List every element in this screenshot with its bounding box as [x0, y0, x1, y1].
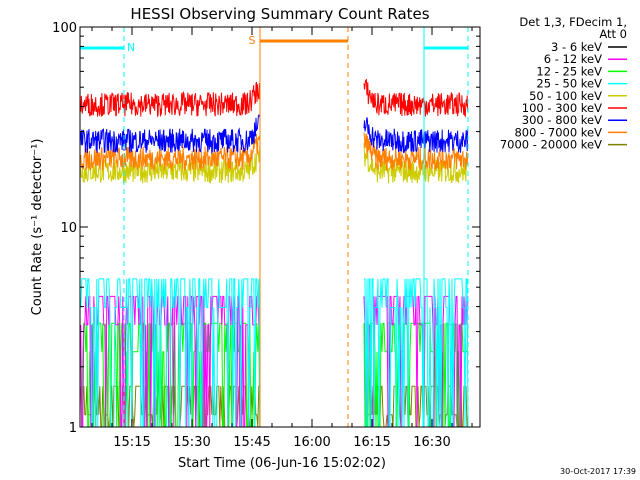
x-tick-label: 15:45	[233, 435, 270, 450]
series-trace	[80, 81, 261, 118]
series-trace	[363, 117, 469, 154]
series-25-50-kev	[80, 278, 469, 428]
x-tick-label: 16:30	[413, 435, 450, 450]
legend-label: 6 - 12 keV	[544, 52, 602, 66]
series-trace	[364, 278, 469, 428]
series-trace	[80, 133, 261, 172]
footer-timestamp: 30-Oct-2017 17:39	[560, 467, 636, 476]
series-trace	[80, 114, 261, 154]
series-trace	[80, 278, 261, 428]
x-tick-label: 15:15	[113, 435, 150, 450]
legend-entry: 100 - 300 keV	[522, 101, 627, 115]
legend-entry: 25 - 50 keV	[536, 77, 627, 91]
legend-label: 25 - 50 keV	[536, 77, 602, 91]
legend-entry: 300 - 800 keV	[522, 113, 627, 127]
series-trace	[363, 78, 469, 118]
y-axis-label: Count Rate (s⁻¹ detector⁻¹)	[30, 139, 45, 316]
legend-label: 300 - 800 keV	[522, 113, 602, 127]
legend-entry: 7000 - 20000 keV	[500, 138, 627, 152]
flag-layer: NS	[79, 27, 469, 427]
legend-header-line-1: Det 1,3, FDecim 1,	[519, 15, 627, 29]
x-tick-label: 15:30	[173, 435, 210, 450]
chart-title: HESSI Observing Summary Count Rates	[130, 5, 429, 23]
legend-label: 50 - 100 keV	[529, 89, 602, 103]
saa-flag-label: S	[249, 34, 256, 47]
x-tick-label: 16:00	[293, 435, 330, 450]
axis-layer: 15:15 15:30 15:45 16:00 16:15 16:30 1 10 100	[52, 21, 480, 450]
legend-label: 800 - 7000 keV	[514, 125, 602, 139]
y-tick-label: 10	[60, 221, 77, 236]
legend-entry: 6 - 12 keV	[544, 52, 627, 66]
legend-entry: 3 - 6 keV	[551, 40, 627, 54]
night-flag-label: N	[127, 41, 135, 54]
legend-label: 100 - 300 keV	[522, 101, 602, 115]
x-tick-label: 16:15	[353, 435, 390, 450]
y-tick-label: 1	[69, 421, 77, 436]
series-300-800-kev	[80, 114, 469, 154]
legend-header-line-2: Att 0	[599, 27, 627, 41]
series-trace	[363, 132, 469, 172]
legend-label: 3 - 6 keV	[551, 40, 602, 54]
x-axis-label: Start Time (06-Jun-16 15:02:02)	[178, 456, 386, 471]
legend-entry: 12 - 25 keV	[536, 64, 627, 78]
legend-entry: 50 - 100 keV	[529, 89, 627, 103]
series-800-7000-kev	[80, 132, 469, 172]
legend-label: 12 - 25 keV	[536, 64, 602, 78]
series-100-300-kev	[80, 78, 469, 118]
legend-label: 7000 - 20000 keV	[500, 138, 602, 152]
plot-data-layer	[80, 78, 469, 428]
y-tick-label: 100	[52, 21, 77, 36]
series-trace	[363, 142, 469, 184]
legend-entry: 800 - 7000 keV	[514, 125, 627, 139]
